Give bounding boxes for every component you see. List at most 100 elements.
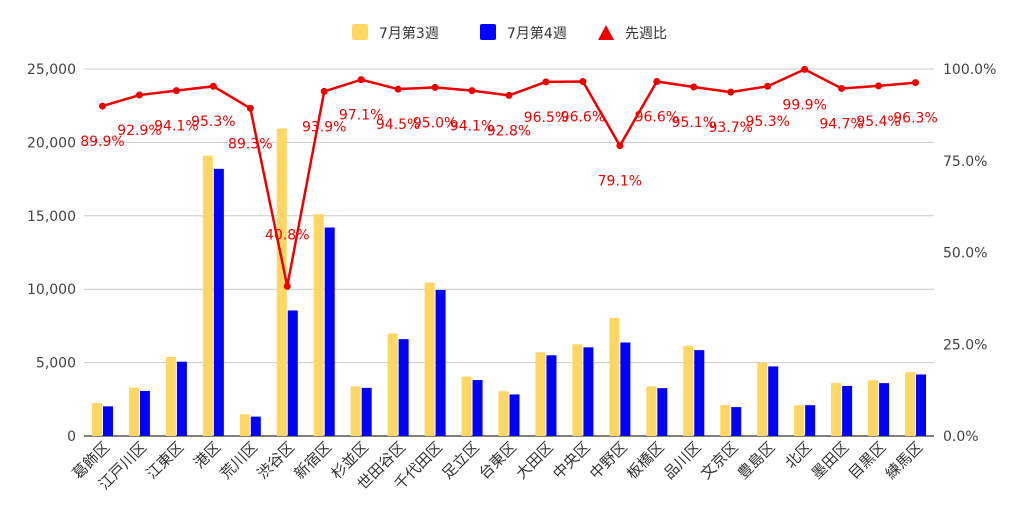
bar-week3 [128, 387, 139, 436]
bar-week3 [794, 405, 805, 436]
x-axis-tick-label: 大田区 [512, 438, 557, 483]
x-axis-tick-label: 新宿区 [290, 438, 335, 483]
bar-week4 [398, 339, 409, 436]
gridlines [84, 68, 934, 437]
bar-week3 [461, 376, 472, 436]
bar-week4 [213, 168, 224, 436]
bar-week4 [805, 405, 816, 436]
legend-label-week3: 7月第3週 [379, 25, 439, 42]
ratio-data-label: 96.6% [635, 109, 679, 125]
bar-week3 [831, 383, 842, 436]
ratio-point [320, 87, 328, 95]
ratio-point [283, 282, 291, 290]
data-labels: 89.9%92.9%94.1%95.3%89.3%40.8%93.9%97.1%… [80, 97, 938, 243]
bar-week3 [387, 333, 398, 436]
bar-week4 [250, 416, 261, 436]
bar-week3 [757, 362, 768, 436]
bar-week3 [609, 317, 620, 436]
x-axis-tick-label: 板橋区 [623, 438, 668, 483]
ratio-point [468, 87, 476, 95]
ratio-point [357, 76, 365, 84]
legend-label-ratio: 先週比 [625, 26, 667, 42]
bars [91, 128, 927, 437]
legend-swatch-week3 [352, 24, 368, 40]
x-axis-tick-label: 江東区 [143, 438, 188, 483]
bar-week4 [176, 361, 187, 436]
ratio-data-label: 40.8% [265, 227, 309, 243]
ratio-data-label: 89.9% [80, 134, 124, 150]
ratio-point [542, 78, 550, 86]
bar-week4 [324, 227, 335, 436]
x-axis-tick-label: 墨田区 [808, 438, 853, 483]
ratio-point [875, 82, 883, 90]
x-axis-tick-label: 台東区 [475, 438, 520, 483]
bar-week4 [694, 350, 705, 436]
ratio-point [431, 83, 439, 91]
bar-week3 [683, 345, 694, 436]
ratio-point [764, 82, 772, 90]
ratio-data-label: 94.5% [376, 117, 420, 133]
bar-week4 [102, 406, 113, 436]
ratio-point [653, 77, 661, 85]
bar-week4 [879, 383, 890, 436]
legend-label-week4: 7月第4週 [507, 25, 567, 42]
bar-week3 [202, 155, 213, 436]
y-axis-left-tick-label: 15,000 [27, 209, 76, 225]
ratio-data-label: 94.7% [819, 116, 863, 132]
bar-week3 [276, 128, 287, 437]
legend-swatch-week4 [480, 24, 496, 40]
x-axis-tick-label: 足立区 [438, 438, 483, 483]
ratio-point [727, 88, 735, 96]
bar-week3 [905, 372, 916, 436]
ratio-point [579, 77, 587, 85]
bar-week4 [620, 342, 631, 436]
bar-week3 [720, 405, 731, 436]
bar-week4 [361, 387, 372, 436]
bar-week3 [424, 282, 435, 436]
ratio-point [135, 91, 143, 99]
ratio-point [98, 102, 106, 110]
ratio-point [394, 85, 402, 93]
ratio-data-label: 93.7% [708, 120, 752, 136]
ratio-data-label: 93.9% [302, 119, 346, 135]
ratio-data-label: 79.1% [598, 174, 642, 190]
bar-week4 [768, 366, 779, 436]
bar-week3 [239, 414, 250, 436]
ratio-data-label: 92.9% [117, 123, 161, 139]
ratio-point [246, 104, 254, 112]
bar-week3 [868, 380, 879, 436]
bar-week4 [916, 374, 927, 436]
bar-week3 [313, 214, 324, 436]
ratio-data-label: 89.3% [228, 136, 272, 152]
bar-week3 [350, 386, 361, 436]
x-axis-tick-label: 豊島区 [734, 438, 779, 483]
bar-week3 [535, 352, 546, 436]
ratio-data-label: 94.1% [450, 119, 494, 135]
ratio-point [838, 84, 846, 92]
y-axis-left-tick-label: 0 [67, 429, 76, 445]
x-axis-tick-label: 中野区 [586, 438, 631, 483]
bar-week3 [91, 402, 102, 436]
y-axis-right-tick-label: 50.0% [943, 246, 987, 262]
ratio-point [690, 83, 698, 91]
y-axis-left-tick-label: 20,000 [27, 135, 76, 151]
bar-week4 [509, 394, 520, 436]
bar-week4 [287, 310, 298, 436]
legend-swatch-ratio [598, 25, 614, 40]
ratio-data-label: 95.4% [856, 114, 900, 130]
ratio-data-label: 97.1% [339, 108, 383, 124]
bar-week4 [657, 388, 668, 436]
ratio-data-label: 94.1% [154, 119, 198, 135]
x-axis-tick-label: 文京区 [697, 438, 742, 483]
x-axis-tick-label: 荒川区 [217, 438, 262, 483]
x-axis-tick-label: 品川区 [660, 438, 705, 483]
x-axis-tick-label: 中央区 [549, 438, 594, 483]
y-axis-right-tick-label: 0.0% [943, 429, 979, 445]
y-axis-left-tick-label: 5,000 [36, 356, 76, 372]
ratio-point [172, 87, 180, 95]
ratio-data-label: 95.3% [191, 114, 235, 130]
ratio-point [801, 65, 809, 73]
ratio-data-label: 96.5% [524, 110, 568, 126]
